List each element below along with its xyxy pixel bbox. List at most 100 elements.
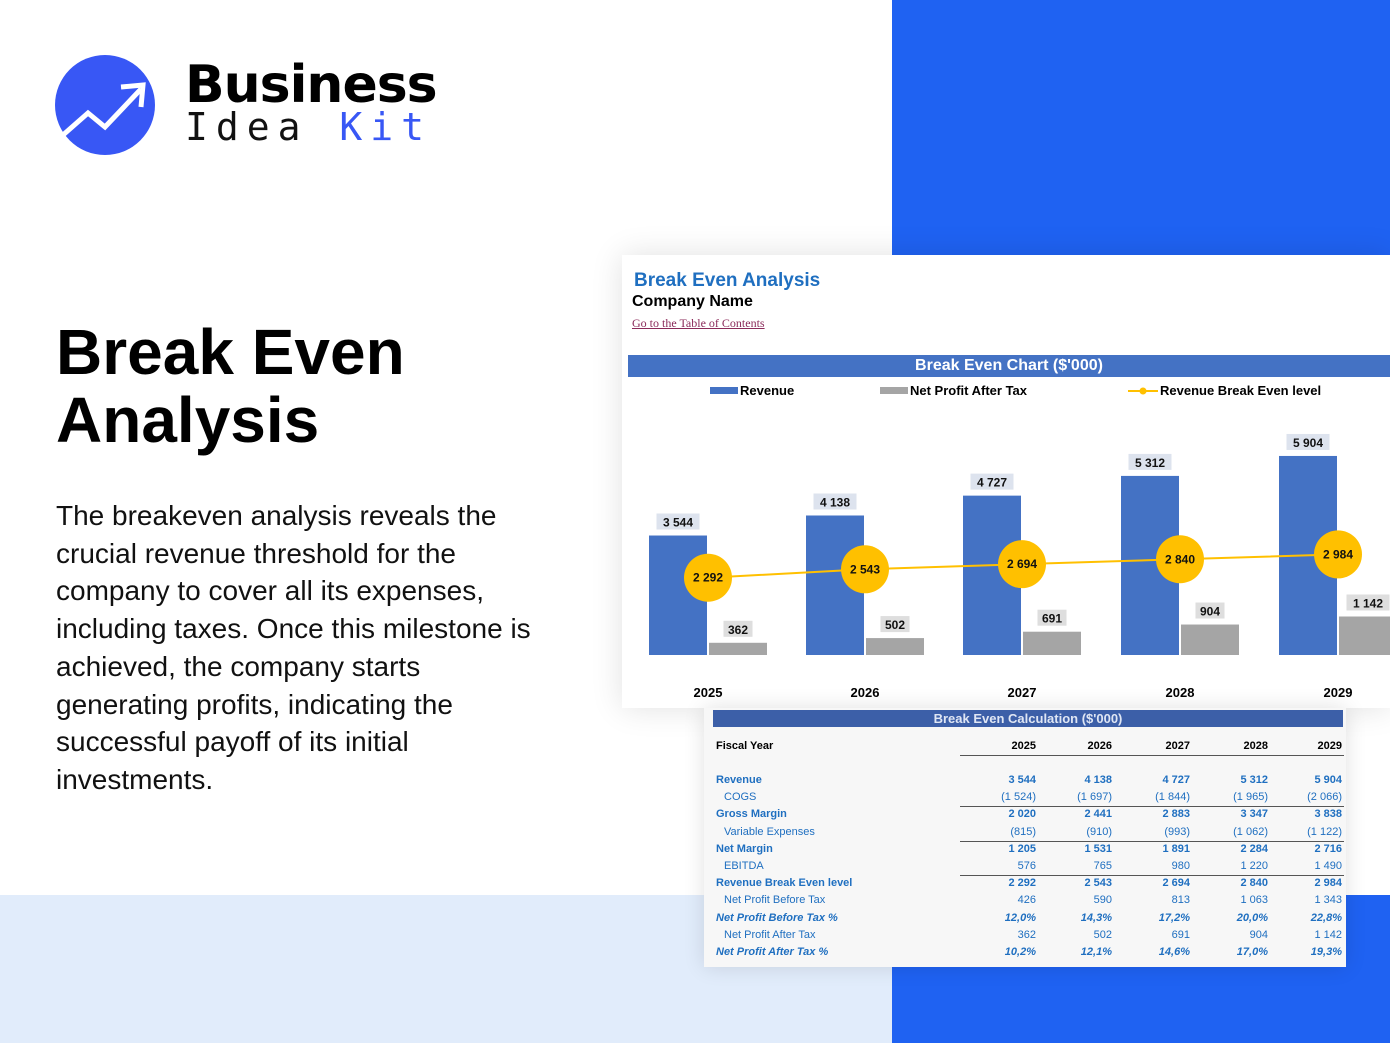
row-label: COGS (724, 791, 757, 804)
net-profit-bar (1023, 631, 1081, 655)
break-even-label: 2 694 (1007, 557, 1037, 571)
cell-value: 426 (1017, 894, 1036, 907)
logo-word-business: Business (185, 55, 438, 115)
table-title: Break Even Calculation ($'000) (713, 710, 1343, 727)
cell-value: 590 (1093, 894, 1112, 907)
net-profit-label: 502 (885, 618, 905, 632)
hero-title-line1: Break Even (56, 316, 405, 388)
table-row: Revenue Break Even level 2 292 2 543 2 694 2… (704, 875, 1346, 892)
table-row: Net Margin 1 205 1 531 1 891 2 284 2 716 (704, 841, 1346, 858)
cell-value: 4 727 (1162, 774, 1190, 786)
cell-value: 2 984 (1314, 877, 1342, 890)
cell-value: (815) (1010, 825, 1036, 838)
net-profit-label: 691 (1042, 612, 1062, 626)
cell-value: 1 205 (1008, 842, 1036, 855)
net-profit-bar (1339, 616, 1390, 655)
break-even-point (1156, 535, 1204, 584)
net-profit-label-bg (1195, 602, 1225, 619)
net-profit-bar (709, 642, 767, 655)
cell-value: 12,1% (1080, 946, 1112, 958)
logo-word-idea-kit: Idea Kit (185, 105, 432, 149)
x-tick-label: 2027 (1008, 685, 1037, 700)
break-even-label: 2 984 (1323, 547, 1353, 561)
cell-value: 2 543 (1084, 877, 1112, 890)
x-tick-label: 2029 (1324, 685, 1353, 700)
chart-card: 3 544 362 2025 4 138 502 2026 4 727 691 2027 5 31… (622, 255, 1390, 708)
cell-value: 5 312 (1240, 774, 1268, 786)
logo-word-kit: Kit (339, 105, 433, 149)
cell-value: 765 (1093, 860, 1112, 872)
cell-value: 20,0% (1236, 911, 1268, 924)
cell-value: 3 544 (1008, 774, 1036, 786)
table-row: Net Profit Before Tax 426 590 813 1 063 1 343 (704, 892, 1346, 909)
hero-description: The breakeven analysis reveals the cruci… (56, 500, 531, 795)
break-even-label: 2 840 (1165, 552, 1195, 566)
row-label: Revenue Break Even level (716, 877, 853, 890)
cell-value: 1 142 (1314, 928, 1342, 941)
break-even-point (841, 545, 889, 594)
cell-value: 10,2% (1004, 946, 1036, 958)
cell-value: 904 (1249, 928, 1268, 941)
row-label: Net Profit Before Tax (724, 894, 826, 907)
toc-link[interactable]: Go to the Table of Contents (632, 316, 765, 330)
cell-value: 1 490 (1314, 860, 1342, 872)
cell-value: (1 697) (1077, 791, 1112, 804)
cell-value: (1 122) (1307, 825, 1342, 838)
cell-value: 1 891 (1162, 842, 1190, 855)
divider (960, 755, 1344, 756)
cell-value: 19,3% (1310, 946, 1342, 958)
net-profit-label: 904 (1200, 605, 1220, 619)
cell-value: 2 694 (1162, 877, 1190, 890)
revenue-label-bg (1286, 433, 1330, 450)
cell-value: 22,8% (1310, 911, 1342, 924)
calculation-table: Break Even Calculation ($'000) Fiscal Ye… (704, 708, 1346, 967)
revenue-label-bg (1128, 453, 1172, 470)
x-tick-label: 2026 (851, 685, 880, 700)
table-row: EBITDA 576 765 980 1 220 1 490 (704, 858, 1346, 875)
cell-value: 14,3% (1080, 911, 1112, 924)
cell-value: 2 840 (1240, 877, 1268, 890)
break-even-point (1314, 530, 1362, 579)
trend-arrow-icon (55, 55, 155, 155)
cell-value: 1 063 (1240, 894, 1268, 907)
cell-value: 17,2% (1158, 911, 1190, 924)
cell-value: 5 904 (1314, 774, 1342, 786)
row-label: Revenue (716, 774, 762, 786)
cell-value: 2 020 (1008, 808, 1036, 821)
net-profit-label-bg (880, 616, 910, 633)
cell-value: (993) (1164, 825, 1190, 838)
cell-value: 1 531 (1084, 842, 1112, 855)
cell-value: (1 844) (1155, 791, 1190, 804)
revenue-label: 4 727 (977, 476, 1007, 490)
chart-title: Break Even Chart ($'000) (628, 355, 1390, 377)
net-profit-label-bg (1037, 609, 1067, 626)
table-row: Revenue 3 544 4 138 4 727 5 312 5 904 (704, 772, 1346, 789)
row-label: Gross Margin (716, 808, 787, 821)
row-label: Net Margin (716, 842, 773, 855)
cell-value: 2 292 (1008, 877, 1036, 890)
cell-value: (1 965) (1233, 791, 1268, 804)
net-profit-bar (1181, 624, 1239, 655)
cell-value: 362 (1017, 928, 1036, 941)
row-label: Net Profit Before Tax % (716, 911, 838, 924)
cell-value: (2 066) (1307, 791, 1342, 804)
header-year: 2028 (1243, 740, 1268, 752)
cell-value: 2 716 (1314, 842, 1342, 855)
net-profit-label: 362 (728, 623, 748, 637)
table-row: Gross Margin 2 020 2 441 2 883 3 347 3 838 (704, 806, 1346, 823)
divider (960, 875, 1344, 876)
row-label: Variable Expenses (724, 825, 815, 838)
header-year: 2025 (1011, 740, 1036, 752)
cell-value: 12,0% (1004, 911, 1036, 924)
cell-value: (910) (1086, 825, 1112, 838)
header-label: Fiscal Year (716, 740, 774, 752)
row-label: EBITDA (724, 860, 764, 872)
background-blue-top (892, 0, 1390, 255)
revenue-label-bg (656, 513, 700, 530)
cell-value: 3 347 (1240, 808, 1268, 821)
legend-break-even: Revenue Break Even level (1128, 383, 1321, 398)
cell-value: 17,0% (1236, 946, 1268, 958)
header-year: 2027 (1165, 740, 1190, 752)
table-row: COGS (1 524) (1 697) (1 844) (1 965) (2 066) (704, 789, 1346, 806)
header-year: 2026 (1087, 740, 1112, 752)
